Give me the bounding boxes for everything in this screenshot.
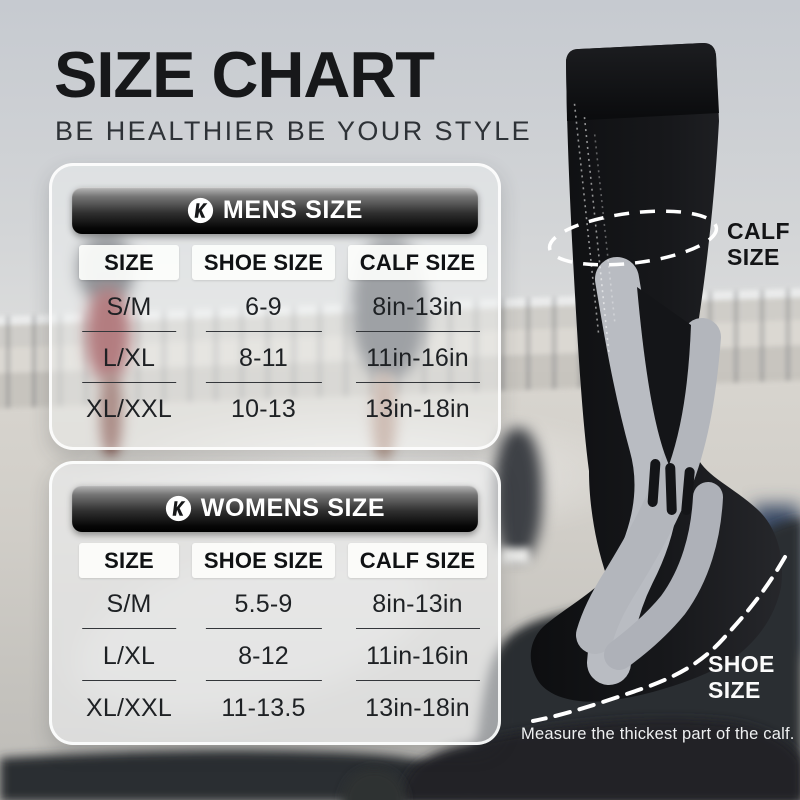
table-cell: 8-12 — [189, 630, 338, 682]
page-subtitle: BE HEALTHIER BE YOUR STYLE — [55, 116, 533, 146]
table-cell: S/M — [69, 282, 189, 333]
calf-label-line2: SIZE — [727, 244, 780, 270]
column-header-calf-size: CALF SIZE — [348, 245, 487, 280]
runner-blob — [494, 428, 542, 560]
table-cell: 8in-13in — [338, 578, 497, 630]
mens-size-table: MENS SIZE SIZE SHOE SIZE CALF SIZE S/M 6… — [49, 163, 501, 450]
measure-caption: Measure the thickest part of the calf. — [521, 725, 795, 743]
table-cell: 11in-16in — [338, 630, 497, 682]
table-cell: 13in-18in — [365, 693, 470, 722]
table-body: S/M 5.5-9 8in-13in L/XL 8-12 11in-16in X… — [69, 578, 497, 734]
table-cell: S/M — [69, 578, 189, 630]
shoe-size-label: SHOE SIZE — [708, 651, 775, 703]
column-header-shoe-size: SHOE SIZE — [192, 543, 335, 578]
table-cell: 11-13.5 — [221, 693, 306, 722]
brand-logo-icon — [187, 197, 214, 224]
column-header-size: SIZE — [79, 543, 179, 578]
table-title: MENS SIZE — [222, 196, 364, 224]
calf-size-label: CALF SIZE — [727, 218, 790, 270]
table-cell: 10-13 — [231, 395, 296, 423]
calf-label-line1: CALF — [727, 218, 790, 244]
column-header-row: SIZE SHOE SIZE CALF SIZE — [69, 245, 497, 280]
shoe-label-line2: SIZE — [708, 677, 761, 703]
column-header-row: SIZE SHOE SIZE CALF SIZE — [69, 543, 497, 578]
womens-size-table: WOMENS SIZE SIZE SHOE SIZE CALF SIZE S/M… — [49, 461, 501, 745]
table-cell: 5.5-9 — [189, 578, 338, 630]
brand-logo-icon — [165, 495, 191, 522]
table-cell: XL/XXL — [86, 395, 172, 423]
table-cell: L/XL — [69, 333, 189, 384]
table-cell: L/XL — [69, 630, 189, 682]
column-header-size: SIZE — [79, 245, 179, 280]
mens-size-header-bar: MENS SIZE — [72, 187, 478, 234]
table-cell: 8-11 — [189, 333, 338, 384]
table-body: S/M 6-9 8in-13in L/XL 8-11 11in-16in XL/… — [69, 282, 497, 435]
runner-shoe-blob — [500, 548, 530, 564]
table-cell: 13in-18in — [365, 395, 470, 423]
column-header-calf-size: CALF SIZE — [348, 543, 487, 578]
womens-size-header-bar: WOMENS SIZE — [72, 485, 478, 532]
table-cell: 8in-13in — [338, 282, 497, 333]
table-title: WOMENS SIZE — [200, 494, 386, 522]
table-cell: 11in-16in — [338, 333, 497, 384]
column-header-shoe-size: SHOE SIZE — [192, 245, 335, 280]
table-cell: 6-9 — [189, 282, 338, 333]
shoe-label-line1: SHOE — [708, 651, 775, 677]
page-title: SIZE CHART — [54, 38, 435, 111]
table-cell: XL/XXL — [86, 693, 172, 722]
